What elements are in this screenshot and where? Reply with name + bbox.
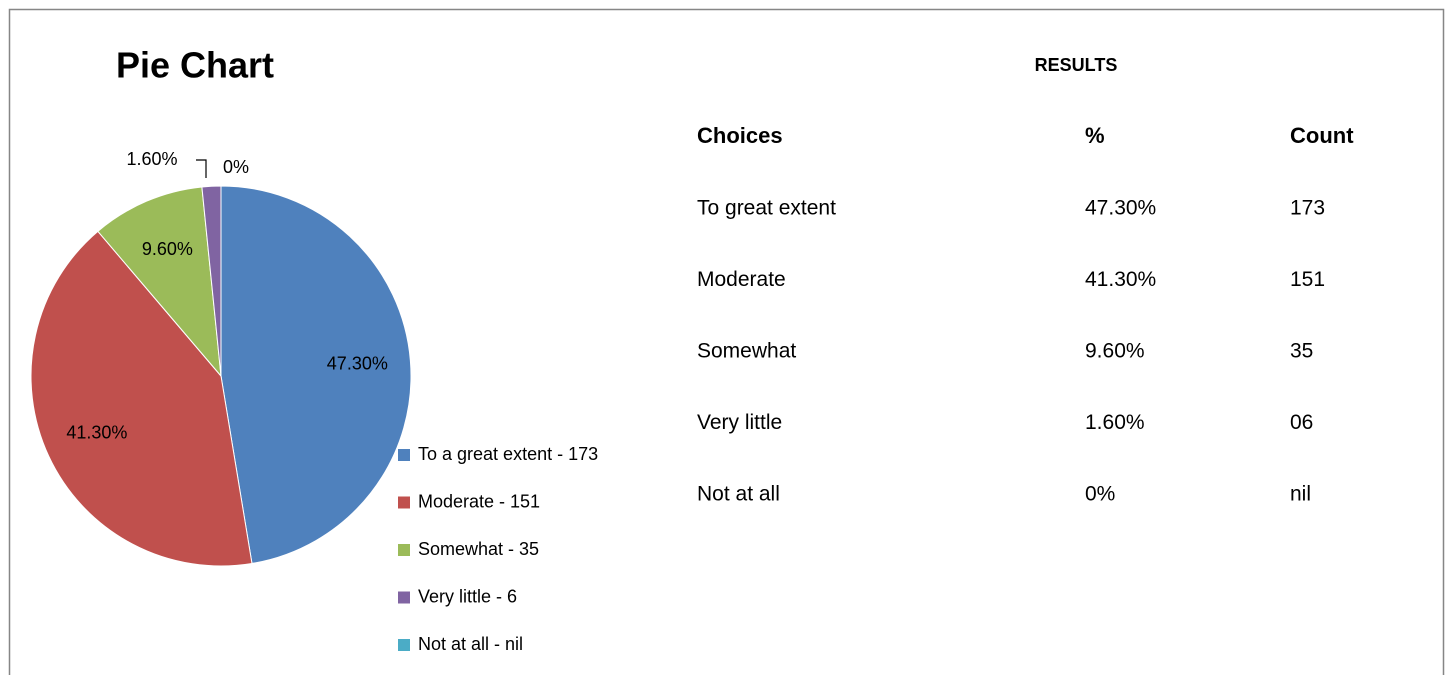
chart-title: Pie Chart bbox=[116, 45, 274, 86]
table-cell: 35 bbox=[1290, 340, 1313, 363]
legend-label: Not at all - nil bbox=[418, 634, 523, 654]
legend-label: Moderate - 151 bbox=[418, 491, 540, 511]
legend-swatch bbox=[398, 544, 410, 556]
data-label: 47.30% bbox=[327, 354, 388, 374]
pie-slice bbox=[220, 185, 412, 565]
table-cell: 0% bbox=[1085, 483, 1115, 506]
table-cell: Very little bbox=[697, 411, 782, 434]
legend-swatch bbox=[398, 449, 410, 461]
frame bbox=[8, 8, 1445, 675]
legend-swatch bbox=[398, 639, 410, 651]
table-cell: 41.30% bbox=[1085, 268, 1156, 291]
data-label: 1.60% bbox=[126, 149, 177, 169]
table-cell: nil bbox=[1290, 483, 1311, 506]
data-label: 0% bbox=[223, 157, 249, 177]
table-header: Count bbox=[1290, 123, 1354, 148]
table-title: RESULTS bbox=[1035, 55, 1118, 75]
table-cell: Moderate bbox=[697, 268, 786, 291]
legend-label: To a great extent - 173 bbox=[418, 444, 598, 464]
table-cell: 47.30% bbox=[1085, 197, 1156, 220]
table-cell: To great extent bbox=[697, 197, 836, 220]
table-header: % bbox=[1085, 123, 1105, 148]
data-label: 9.60% bbox=[142, 239, 193, 259]
table-cell: 173 bbox=[1290, 197, 1325, 220]
table-cell: 1.60% bbox=[1085, 411, 1145, 434]
legend-swatch bbox=[398, 496, 410, 509]
table-header: Choices bbox=[697, 123, 783, 148]
table-cell: Not at all bbox=[697, 483, 780, 506]
legend-label: Somewhat - 35 bbox=[418, 539, 539, 559]
table-cell: 06 bbox=[1290, 411, 1313, 434]
table-cell: 151 bbox=[1290, 268, 1325, 291]
pie-slice bbox=[30, 230, 253, 567]
legend-label: Very little - 6 bbox=[418, 586, 517, 606]
leader-line bbox=[196, 159, 207, 178]
table-cell: Somewhat bbox=[697, 340, 796, 363]
pie-slice bbox=[97, 186, 222, 378]
data-label: 41.30% bbox=[66, 422, 127, 442]
legend-swatch bbox=[398, 591, 410, 604]
table-cell: 9.60% bbox=[1085, 340, 1145, 363]
